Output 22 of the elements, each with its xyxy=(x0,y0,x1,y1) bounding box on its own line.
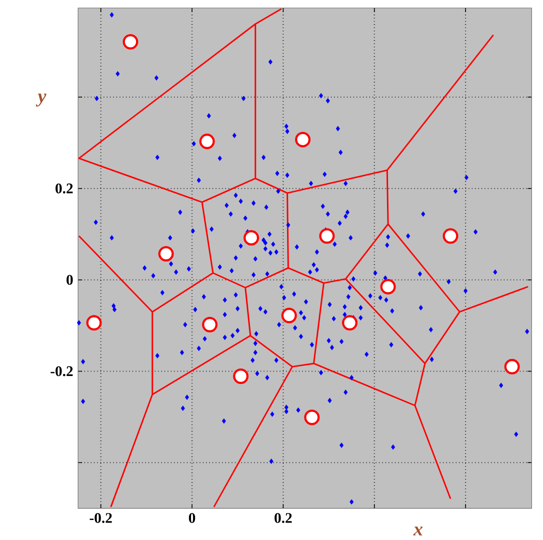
point xyxy=(199,134,215,150)
point xyxy=(295,132,311,148)
point xyxy=(380,279,396,295)
x-tick-label: 0 xyxy=(188,513,196,524)
x-axis-title: x xyxy=(413,526,423,536)
point xyxy=(158,246,174,262)
y-tick-label: -0.2 xyxy=(50,366,73,376)
y-axis-title: y xyxy=(36,94,46,107)
x-tick-label: 0.2 xyxy=(274,513,292,524)
point xyxy=(281,308,297,324)
point xyxy=(86,315,102,331)
x-tick-label: -0.2 xyxy=(90,513,112,524)
point xyxy=(342,315,358,331)
point xyxy=(304,410,320,426)
y-tick-label: 0 xyxy=(66,274,73,285)
point xyxy=(319,228,335,244)
point xyxy=(442,228,458,244)
point xyxy=(244,230,260,246)
point xyxy=(122,34,138,50)
y-tick-label: 0.2 xyxy=(56,184,73,194)
point xyxy=(202,316,218,332)
point xyxy=(233,368,249,384)
